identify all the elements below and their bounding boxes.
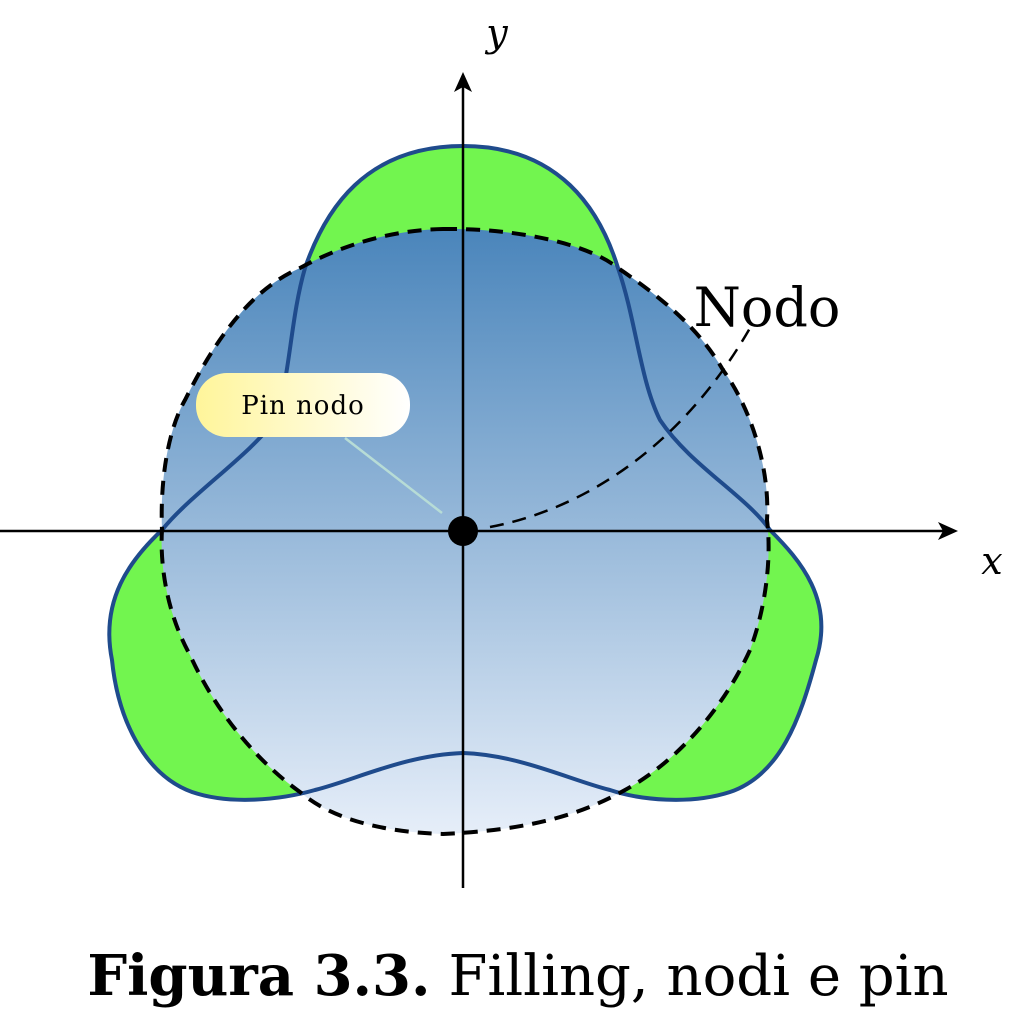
node-label: Nodo xyxy=(694,276,841,339)
pin-label: Pin nodo xyxy=(241,391,365,421)
pin-label-box xyxy=(196,373,410,437)
node-origin-dot xyxy=(448,516,478,546)
caption-text: Filling, nodi e pin xyxy=(448,944,949,1009)
y-axis-arrowhead xyxy=(454,72,472,92)
y-axis-label: y xyxy=(484,11,508,55)
pin-connector-line xyxy=(344,437,443,514)
caption-label: Figura 3.3. xyxy=(87,943,431,1009)
node-leader-line xyxy=(489,327,752,529)
x-axis-arrowhead xyxy=(938,522,958,540)
x-axis-label: x xyxy=(981,539,1002,583)
figure-caption: Figura 3.3. Filling, nodi e pin xyxy=(0,948,1036,1005)
